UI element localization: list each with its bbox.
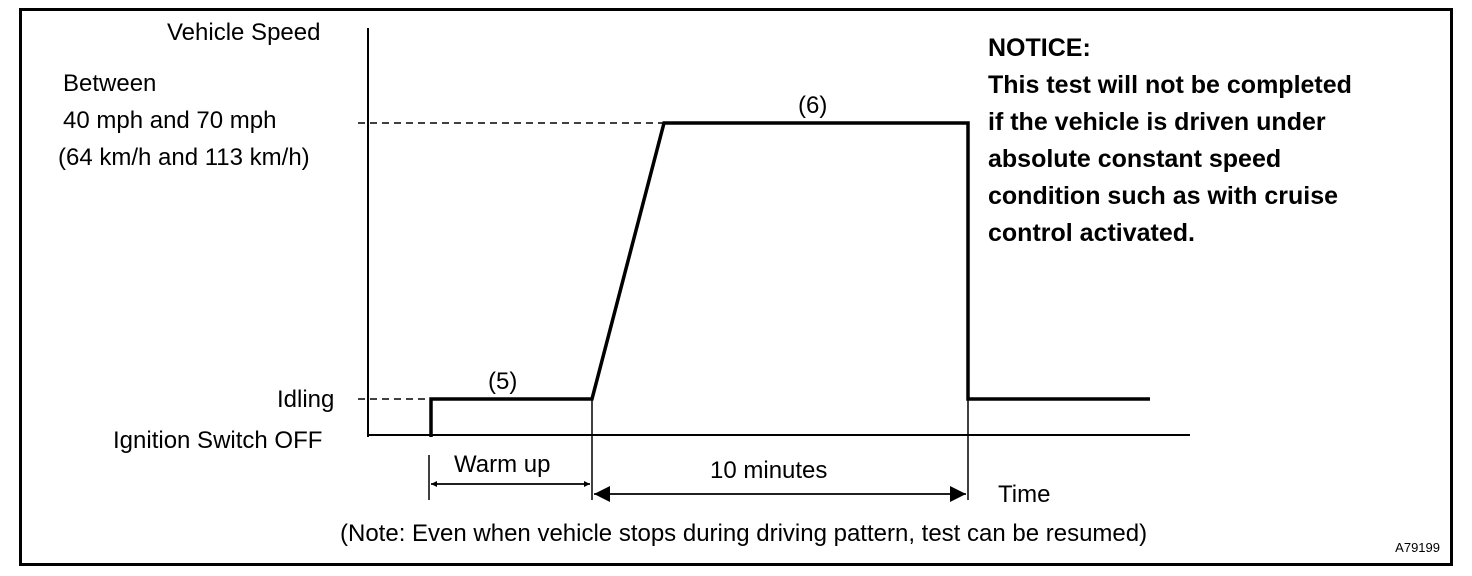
- notice-line-5: control activated.: [988, 219, 1195, 247]
- high-speed-label-line1: Between: [63, 70, 157, 97]
- ignition-off-label: Ignition Switch OFF: [113, 427, 323, 454]
- notice-line-2: if the vehicle is driven under: [988, 108, 1326, 136]
- high-speed-label-line3: (64 km/h and 113 km/h): [58, 144, 310, 171]
- step-6-label: (6): [798, 92, 828, 119]
- notice-line-4: condition such as with cruise: [988, 182, 1339, 210]
- notice-line-3: absolute constant speed: [988, 145, 1282, 173]
- ten-minutes-label: 10 minutes: [710, 457, 828, 484]
- notice-box: NOTICE: This test will not be completed …: [988, 30, 1352, 252]
- notice-title: NOTICE:: [988, 34, 1091, 62]
- bottom-note: (Note: Even when vehicle stops during dr…: [340, 520, 1148, 547]
- idling-label: Idling: [277, 386, 335, 413]
- step-5-label: (5): [488, 368, 518, 395]
- high-speed-label-line2: 40 mph and 70 mph: [63, 107, 277, 134]
- notice-line-1: This test will not be completed: [988, 71, 1352, 99]
- y-axis-title: Vehicle Speed: [167, 19, 321, 46]
- x-axis-title: Time: [998, 481, 1051, 508]
- diagram-frame: [19, 8, 1453, 566]
- figure-id: A79199: [1395, 540, 1440, 555]
- warm-up-label: Warm up: [454, 451, 551, 478]
